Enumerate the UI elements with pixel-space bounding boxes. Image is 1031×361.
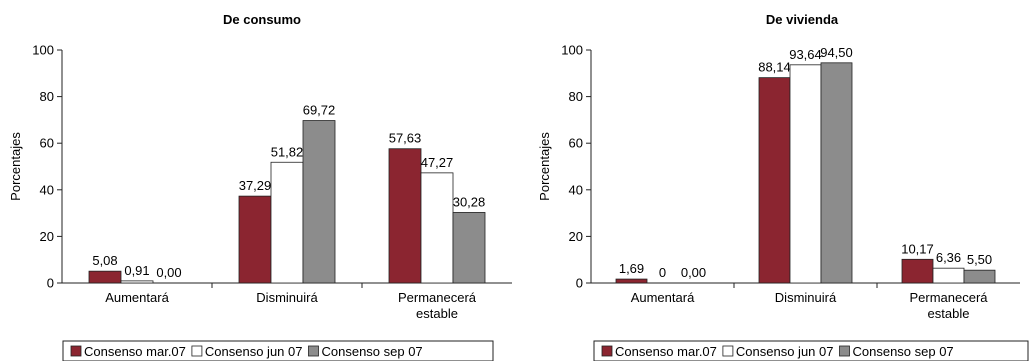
legend-box xyxy=(593,340,1029,361)
legend-entry: Consenso jun 07 xyxy=(736,344,834,359)
legend-swatch xyxy=(839,345,850,357)
x-category-label: Permanecerá xyxy=(909,290,988,305)
data-label: 57,63 xyxy=(389,131,422,146)
bar xyxy=(88,270,122,284)
y-axis-label: Porcentajes xyxy=(537,132,552,201)
data-label: 37,29 xyxy=(239,178,272,193)
y-tick-label: 40 xyxy=(40,182,54,197)
y-tick-label: 20 xyxy=(40,229,54,244)
legend-entry: Consenso mar.07 xyxy=(84,344,186,359)
data-label: 94,50 xyxy=(820,45,853,60)
x-category-label: Disminuirá xyxy=(775,290,837,305)
data-label: 0,91 xyxy=(124,263,149,278)
y-tick-label: 100 xyxy=(32,43,54,58)
data-label: 0,00 xyxy=(681,265,706,280)
bar xyxy=(932,267,965,284)
legend-swatch xyxy=(601,345,613,357)
x-category-label: estable xyxy=(416,306,458,321)
x-category-label: estable xyxy=(928,306,970,321)
data-label: 1,69 xyxy=(619,261,644,276)
data-label: 69,72 xyxy=(303,103,336,118)
y-tick-label: 20 xyxy=(569,229,583,244)
legend-entry: Consenso sep 07 xyxy=(321,344,422,359)
y-tick-label: 40 xyxy=(569,182,583,197)
chart-title: De consumo xyxy=(223,12,301,27)
chart-title: De vivienda xyxy=(766,12,839,27)
bar xyxy=(452,212,486,284)
data-label: 0,00 xyxy=(156,265,181,280)
legend: Consenso mar.07 Consenso jun 07 Consenso s… xyxy=(593,340,1029,361)
data-label: 10,17 xyxy=(901,241,934,256)
y-axis-label: Porcentajes xyxy=(8,132,23,201)
y-tick-label: 80 xyxy=(40,89,54,104)
chart-1: De consumo Porcentajes 0 20 40 60 80 100 5,08 0,9… xyxy=(8,12,512,361)
bar xyxy=(789,64,822,284)
y-tick-label: 80 xyxy=(569,89,583,104)
legend-swatch xyxy=(70,345,82,357)
legend-swatch xyxy=(722,345,734,357)
bar xyxy=(270,161,304,284)
x-category-label: Aumentará xyxy=(631,290,695,305)
data-label: 47,27 xyxy=(421,155,454,170)
y-tick-label: 60 xyxy=(569,136,583,151)
data-label: 6,36 xyxy=(936,250,961,265)
legend-entry: Consenso mar.07 xyxy=(615,344,717,359)
legend-entry: Consenso jun 07 xyxy=(205,344,303,359)
legend-swatch xyxy=(308,345,319,357)
data-label: 88,14 xyxy=(758,60,791,75)
bar xyxy=(615,278,648,284)
data-label: 5,08 xyxy=(92,253,117,268)
data-label: 93,64 xyxy=(789,47,822,62)
data-label: 0 xyxy=(659,265,666,280)
bar xyxy=(901,258,934,284)
bar xyxy=(758,77,791,284)
x-category-label: Disminuirá xyxy=(256,290,318,305)
x-category-label: Permanecerá xyxy=(398,290,477,305)
y-tick-label: 0 xyxy=(47,276,54,291)
y-tick-label: 100 xyxy=(561,43,583,58)
data-label: 51,82 xyxy=(271,144,304,159)
bar xyxy=(963,269,996,284)
y-tick-label: 0 xyxy=(576,276,583,291)
bar xyxy=(302,120,336,284)
y-tick-label: 60 xyxy=(40,136,54,151)
legend-swatch xyxy=(191,345,203,357)
legend-entry: Consenso sep 07 xyxy=(852,344,953,359)
bar xyxy=(420,172,454,284)
legend-box xyxy=(62,340,494,361)
bar xyxy=(120,280,154,284)
data-label: 30,28 xyxy=(453,194,486,209)
bar xyxy=(388,148,422,284)
bar xyxy=(238,195,272,284)
x-category-label: Aumentará xyxy=(105,290,169,305)
bar xyxy=(820,62,853,284)
data-label: 5,50 xyxy=(967,252,992,267)
legend: Consenso mar.07 Consenso jun 07 Consenso s… xyxy=(62,340,494,361)
